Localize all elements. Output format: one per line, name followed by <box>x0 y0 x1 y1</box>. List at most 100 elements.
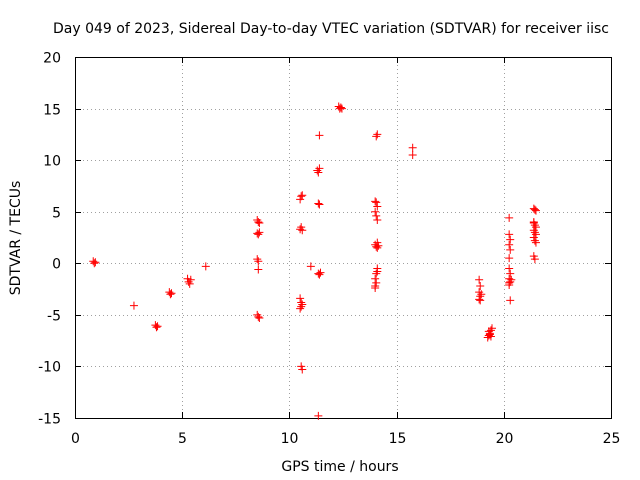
data-point <box>334 102 343 111</box>
data-point <box>315 200 324 209</box>
y-tick-label: -5 <box>47 309 61 325</box>
data-point <box>373 130 382 139</box>
y-tick-label: 15 <box>43 103 61 119</box>
data-point <box>298 365 307 374</box>
data-point <box>255 313 264 322</box>
data-point <box>336 103 345 112</box>
data-point <box>529 219 538 228</box>
x-tick-label: 10 <box>281 431 299 447</box>
data-point <box>254 218 263 227</box>
data-point <box>129 301 138 310</box>
data-point <box>373 202 382 211</box>
data-point <box>530 221 539 230</box>
data-point <box>506 235 515 244</box>
data-point <box>315 270 324 279</box>
data-point <box>506 296 515 305</box>
y-tick-label: 0 <box>52 257 61 273</box>
data-point <box>255 228 264 237</box>
data-point <box>475 275 484 284</box>
grid <box>75 57 611 418</box>
data-point <box>531 238 540 247</box>
data-point <box>313 166 322 175</box>
data-point <box>151 321 160 330</box>
data-point <box>506 269 515 278</box>
data-point <box>254 257 263 266</box>
data-point <box>166 290 175 299</box>
data-point <box>530 255 539 264</box>
data-point <box>505 230 514 239</box>
y-tick-label: -10 <box>38 360 61 376</box>
data-point <box>297 192 306 201</box>
data-point <box>254 312 263 321</box>
x-tick-label: 25 <box>603 431 621 447</box>
data-point <box>165 288 174 297</box>
data-point <box>475 295 484 304</box>
data-point <box>167 289 176 298</box>
data-point <box>372 211 381 220</box>
y-tick-label: -15 <box>38 412 61 428</box>
data-point <box>505 254 514 263</box>
data-point <box>476 281 485 290</box>
data-point <box>371 274 380 283</box>
data-point <box>314 168 323 177</box>
data-point <box>530 236 539 245</box>
data-point <box>408 143 417 152</box>
data-point <box>201 262 210 271</box>
data-point <box>315 131 324 140</box>
data-point <box>374 241 383 250</box>
x-tick-label: 15 <box>389 431 407 447</box>
data-point <box>254 265 263 274</box>
data-point <box>253 229 262 238</box>
data-point <box>529 226 538 235</box>
data-points <box>89 102 540 420</box>
data-point <box>408 150 417 159</box>
data-point <box>373 243 382 252</box>
data-point <box>486 332 495 341</box>
y-tick-label: 20 <box>43 51 61 67</box>
data-point <box>298 191 307 200</box>
data-point <box>254 230 263 239</box>
data-point <box>485 330 494 339</box>
x-axis-label: GPS time / hours <box>281 459 398 475</box>
data-point <box>296 225 305 234</box>
data-point <box>372 132 381 141</box>
data-point <box>372 242 381 251</box>
data-point <box>316 268 325 277</box>
data-point <box>531 206 540 215</box>
data-point <box>153 322 162 331</box>
data-point <box>296 304 305 313</box>
y-axis-label: SDTVAR / TECUs <box>8 181 24 296</box>
data-point <box>529 204 538 213</box>
data-point <box>530 228 539 237</box>
data-point <box>372 198 381 207</box>
chart-title: Day 049 of 2023, Sidereal Day-to-day VTE… <box>53 21 609 37</box>
data-point <box>373 215 382 224</box>
data-point <box>90 259 99 268</box>
data-point <box>253 255 262 264</box>
data-point <box>371 207 380 216</box>
data-point <box>91 258 100 267</box>
data-point <box>373 267 382 276</box>
data-point <box>505 278 514 287</box>
data-point <box>506 245 515 254</box>
data-point <box>314 199 323 208</box>
x-tick-label: 5 <box>178 431 187 447</box>
data-point <box>314 411 323 420</box>
plot-border <box>75 57 612 419</box>
data-point <box>372 269 381 278</box>
data-point <box>337 104 346 113</box>
data-point <box>297 302 306 311</box>
data-point <box>298 300 307 309</box>
data-point <box>475 288 484 297</box>
data-point <box>505 213 514 222</box>
data-point <box>152 323 161 332</box>
data-point <box>315 164 324 173</box>
data-point <box>371 284 380 293</box>
data-point <box>298 226 307 235</box>
data-point <box>505 264 514 273</box>
data-point <box>477 290 486 299</box>
data-point <box>89 257 98 266</box>
y-tick-label: 10 <box>43 154 61 170</box>
x-tick-label: 0 <box>71 431 80 447</box>
